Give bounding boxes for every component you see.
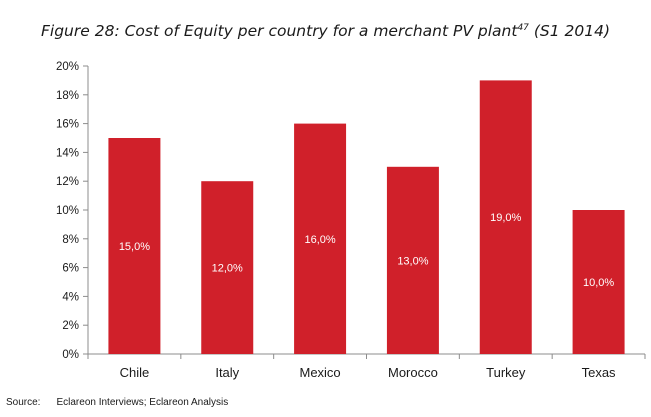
y-tick-label: 0% bbox=[62, 349, 79, 361]
chart-title-main: Figure 28: Cost of Equity per country fo… bbox=[41, 22, 518, 40]
y-tick-label: 12% bbox=[56, 176, 79, 188]
chart-title-footnote: 47 bbox=[517, 22, 529, 33]
x-tick-label: Mexico bbox=[299, 365, 340, 380]
bar-chile bbox=[108, 138, 161, 354]
y-tick-label: 6% bbox=[62, 263, 79, 275]
source-label: Source: bbox=[6, 397, 41, 408]
bar-texas bbox=[572, 210, 625, 354]
y-tick-label: 16% bbox=[56, 119, 79, 131]
bar-mexico bbox=[294, 123, 347, 354]
chart-title-period: (S1 2014) bbox=[528, 22, 610, 40]
x-tick-label: Texas bbox=[582, 365, 616, 380]
y-tick-label: 2% bbox=[62, 320, 79, 332]
data-label: 15,0% bbox=[119, 241, 150, 253]
y-tick-label: 14% bbox=[56, 147, 79, 159]
bar-morocco bbox=[386, 166, 439, 354]
data-label: 10,0% bbox=[583, 277, 614, 289]
y-tick-label: 8% bbox=[62, 234, 79, 246]
data-label: 19,0% bbox=[490, 212, 521, 224]
bar-turkey bbox=[479, 80, 532, 355]
x-tick-label: Chile bbox=[120, 365, 150, 380]
data-label: 13,0% bbox=[397, 255, 428, 267]
y-tick-label: 4% bbox=[62, 291, 79, 303]
x-tick-label: Morocco bbox=[388, 365, 438, 380]
y-tick-label: 20% bbox=[56, 61, 79, 73]
data-label: 12,0% bbox=[212, 263, 243, 275]
y-tick-label: 10% bbox=[56, 205, 79, 217]
source-note: Source: Eclareon Interviews; Eclareon Ana… bbox=[6, 397, 228, 408]
x-tick-label: Italy bbox=[215, 365, 239, 380]
data-label: 16,0% bbox=[304, 234, 335, 246]
y-tick-label: 18% bbox=[56, 90, 79, 102]
source-text: Eclareon Interviews; Eclareon Analysis bbox=[56, 397, 229, 408]
bar-italy bbox=[201, 181, 254, 354]
x-tick-label: Turkey bbox=[486, 365, 526, 380]
chart-title: Figure 28: Cost of Equity per country fo… bbox=[0, 22, 651, 40]
